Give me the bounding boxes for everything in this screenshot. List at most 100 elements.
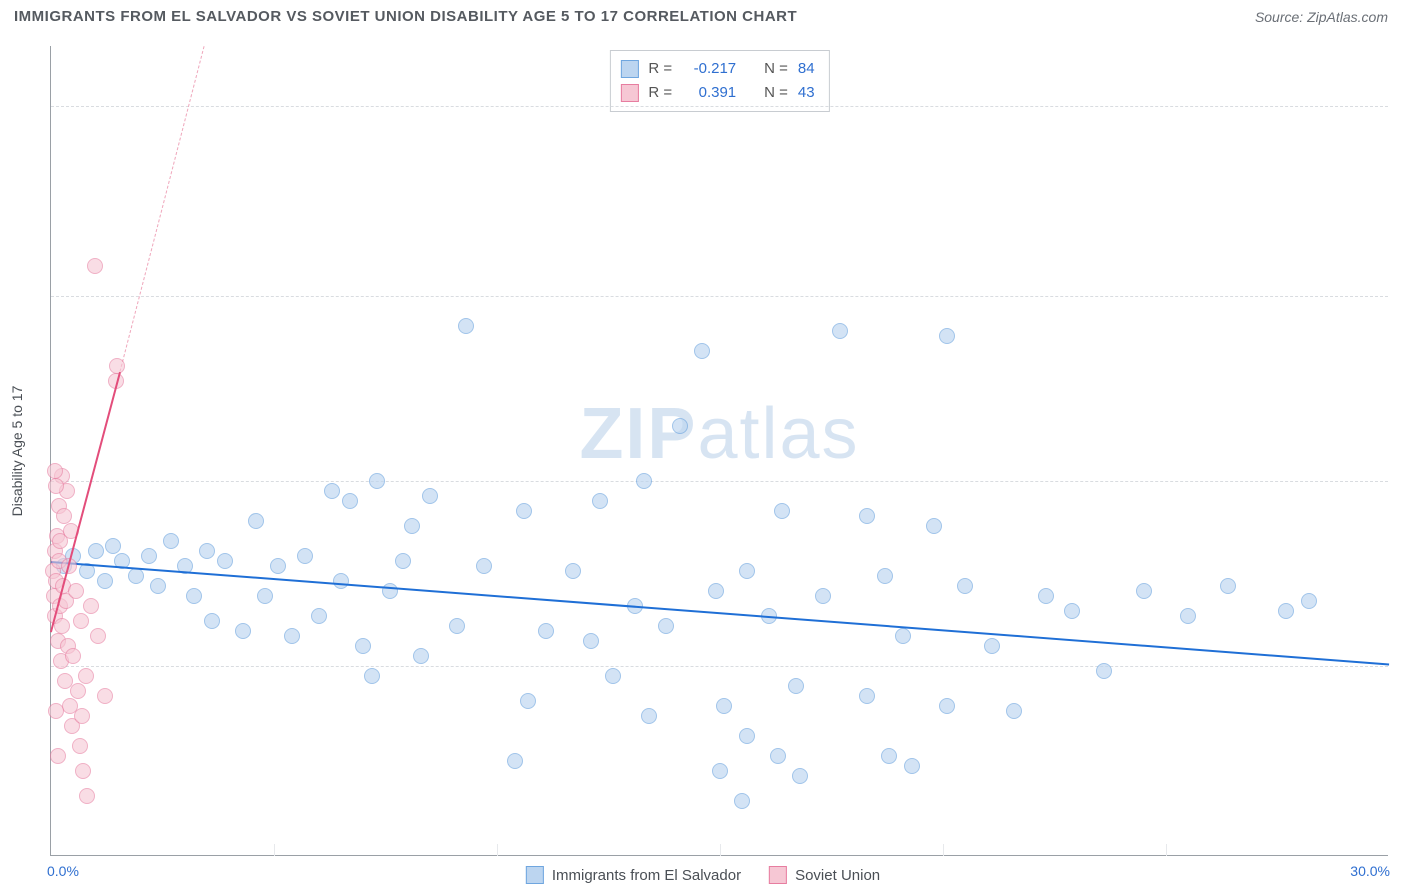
x-axis-tick-mark — [720, 844, 721, 856]
x-axis-tick-mark — [274, 844, 275, 856]
data-point-el_salvador — [369, 473, 385, 489]
data-point-el_salvador — [476, 558, 492, 574]
data-point-el_salvador — [877, 568, 893, 584]
y-axis-tick: 7.5% — [1394, 473, 1406, 489]
data-point-el_salvador — [141, 548, 157, 564]
y-axis-label: Disability Age 5 to 17 — [9, 385, 25, 516]
data-point-el_salvador — [832, 323, 848, 339]
data-point-el_salvador — [1278, 603, 1294, 619]
data-point-el_salvador — [641, 708, 657, 724]
data-point-soviet — [48, 703, 64, 719]
x-axis-max-tick: 30.0% — [1350, 863, 1390, 879]
legend: Immigrants from El Salvador Soviet Union — [526, 866, 880, 884]
data-point-soviet — [65, 648, 81, 664]
data-point-el_salvador — [382, 583, 398, 599]
data-point-el_salvador — [1038, 588, 1054, 604]
data-point-el_salvador — [516, 503, 532, 519]
legend-swatch — [526, 866, 544, 884]
trend-line — [120, 46, 205, 371]
watermark: ZIPatlas — [579, 393, 859, 475]
data-point-soviet — [50, 748, 66, 764]
legend-item: Immigrants from El Salvador — [526, 866, 741, 884]
gridline-h — [51, 106, 1388, 107]
data-point-el_salvador — [734, 793, 750, 809]
data-point-soviet — [68, 583, 84, 599]
data-point-el_salvador — [957, 578, 973, 594]
data-point-el_salvador — [904, 758, 920, 774]
data-point-el_salvador — [458, 318, 474, 334]
data-point-soviet — [47, 463, 63, 479]
legend-label: Immigrants from El Salvador — [552, 867, 741, 884]
data-point-el_salvador — [1301, 593, 1317, 609]
data-point-el_salvador — [97, 573, 113, 589]
data-point-soviet — [78, 668, 94, 684]
data-point-el_salvador — [984, 638, 1000, 654]
data-point-el_salvador — [235, 623, 251, 639]
data-point-soviet — [109, 358, 125, 374]
data-point-el_salvador — [926, 518, 942, 534]
n-value: 43 — [798, 81, 815, 105]
y-axis-tick: 3.8% — [1394, 658, 1406, 674]
data-point-el_salvador — [199, 543, 215, 559]
data-point-el_salvador — [895, 628, 911, 644]
data-point-el_salvador — [939, 328, 955, 344]
data-point-el_salvador — [636, 473, 652, 489]
data-point-el_salvador — [324, 483, 340, 499]
data-point-soviet — [97, 688, 113, 704]
data-point-el_salvador — [1136, 583, 1152, 599]
r-label: R = — [648, 81, 672, 105]
data-point-el_salvador — [270, 558, 286, 574]
data-point-el_salvador — [770, 748, 786, 764]
data-point-soviet — [75, 763, 91, 779]
data-point-el_salvador — [788, 678, 804, 694]
data-point-soviet — [54, 618, 70, 634]
x-axis-tick-mark — [497, 844, 498, 856]
data-point-el_salvador — [815, 588, 831, 604]
data-point-el_salvador — [88, 543, 104, 559]
x-axis-tick-mark — [1166, 844, 1167, 856]
chart-header: IMMIGRANTS FROM EL SALVADOR VS SOVIET UN… — [0, 0, 1406, 31]
data-point-el_salvador — [395, 553, 411, 569]
data-point-el_salvador — [792, 768, 808, 784]
data-point-el_salvador — [204, 613, 220, 629]
data-point-el_salvador — [658, 618, 674, 634]
data-point-el_salvador — [413, 648, 429, 664]
legend-swatch — [620, 84, 638, 102]
scatter-chart: Disability Age 5 to 17 0.0% 30.0% ZIPatl… — [50, 46, 1388, 856]
legend-swatch — [620, 60, 638, 78]
gridline-h — [51, 666, 1388, 667]
data-point-el_salvador — [859, 688, 875, 704]
data-point-soviet — [90, 628, 106, 644]
n-label: N = — [764, 81, 788, 105]
data-point-el_salvador — [739, 563, 755, 579]
data-point-el_salvador — [1064, 603, 1080, 619]
data-point-el_salvador — [1180, 608, 1196, 624]
data-point-el_salvador — [859, 508, 875, 524]
data-point-el_salvador — [708, 583, 724, 599]
data-point-el_salvador — [739, 728, 755, 744]
data-point-el_salvador — [422, 488, 438, 504]
data-point-el_salvador — [150, 578, 166, 594]
data-point-el_salvador — [592, 493, 608, 509]
legend-label: Soviet Union — [795, 867, 880, 884]
data-point-el_salvador — [311, 608, 327, 624]
data-point-el_salvador — [520, 693, 536, 709]
data-point-el_salvador — [217, 553, 233, 569]
data-point-el_salvador — [565, 563, 581, 579]
data-point-el_salvador — [128, 568, 144, 584]
legend-item: Soviet Union — [769, 866, 880, 884]
data-point-el_salvador — [1220, 578, 1236, 594]
data-point-el_salvador — [163, 533, 179, 549]
r-value: -0.217 — [682, 57, 736, 81]
data-point-soviet — [73, 613, 89, 629]
correlation-stats-box: R =-0.217N =84R =0.391N =43 — [609, 50, 829, 112]
data-point-el_salvador — [583, 633, 599, 649]
data-point-el_salvador — [881, 748, 897, 764]
data-point-el_salvador — [186, 588, 202, 604]
data-point-el_salvador — [694, 343, 710, 359]
data-point-el_salvador — [248, 513, 264, 529]
data-point-el_salvador — [716, 698, 732, 714]
data-point-el_salvador — [1096, 663, 1112, 679]
data-point-el_salvador — [939, 698, 955, 714]
data-point-soviet — [56, 508, 72, 524]
